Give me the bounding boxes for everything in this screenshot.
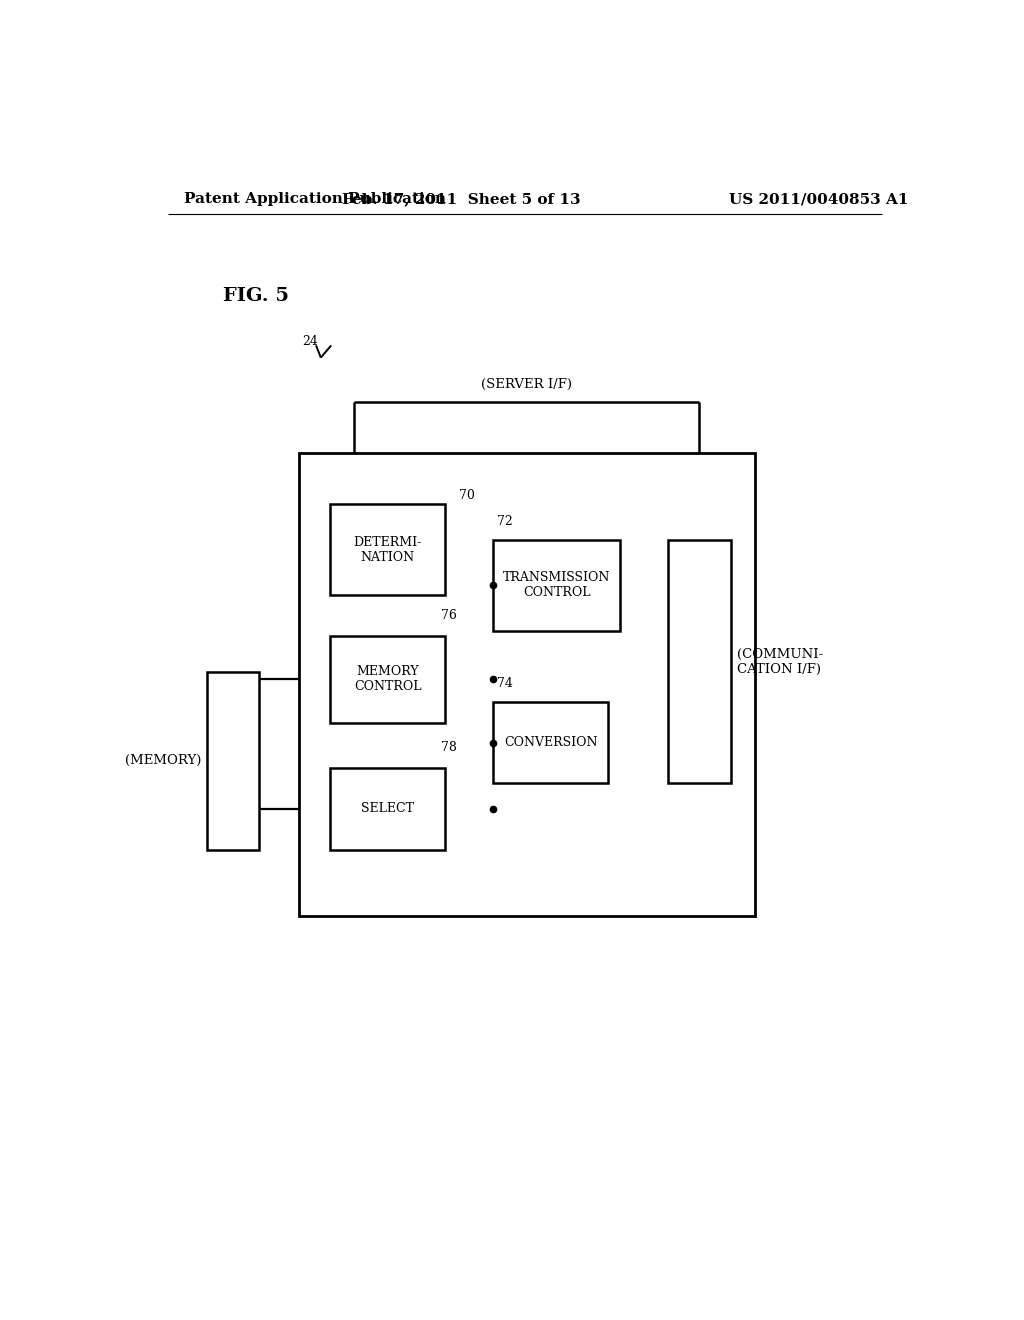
Text: FIG. 5: FIG. 5 — [223, 286, 289, 305]
Text: 70: 70 — [459, 490, 475, 503]
Text: 24: 24 — [303, 335, 318, 348]
Bar — [299, 453, 755, 916]
Text: SELECT: SELECT — [361, 803, 415, 816]
Text: 76: 76 — [441, 610, 458, 622]
Text: Feb. 17, 2011  Sheet 5 of 13: Feb. 17, 2011 Sheet 5 of 13 — [342, 191, 581, 206]
Text: Patent Application Publication: Patent Application Publication — [183, 191, 445, 206]
Text: CONVERSION: CONVERSION — [504, 737, 597, 750]
Bar — [494, 702, 608, 784]
Bar — [331, 636, 445, 722]
Bar — [668, 540, 731, 784]
Text: (SERVER I/F): (SERVER I/F) — [481, 378, 572, 391]
Text: MEMORY
CONTROL: MEMORY CONTROL — [354, 665, 422, 693]
Text: TRANSMISSION
CONTROL: TRANSMISSION CONTROL — [503, 572, 610, 599]
Text: 74: 74 — [497, 677, 513, 690]
Text: US 2011/0040853 A1: US 2011/0040853 A1 — [729, 191, 908, 206]
Bar — [494, 540, 621, 631]
Text: (MEMORY): (MEMORY) — [125, 754, 201, 767]
Bar — [331, 504, 445, 595]
Text: 78: 78 — [441, 742, 458, 755]
Bar — [207, 672, 259, 850]
Text: DETERMI-
NATION: DETERMI- NATION — [353, 536, 422, 564]
Bar — [331, 768, 445, 850]
Text: 72: 72 — [497, 515, 513, 528]
Text: (COMMUNI-
CATION I/F): (COMMUNI- CATION I/F) — [737, 648, 823, 676]
